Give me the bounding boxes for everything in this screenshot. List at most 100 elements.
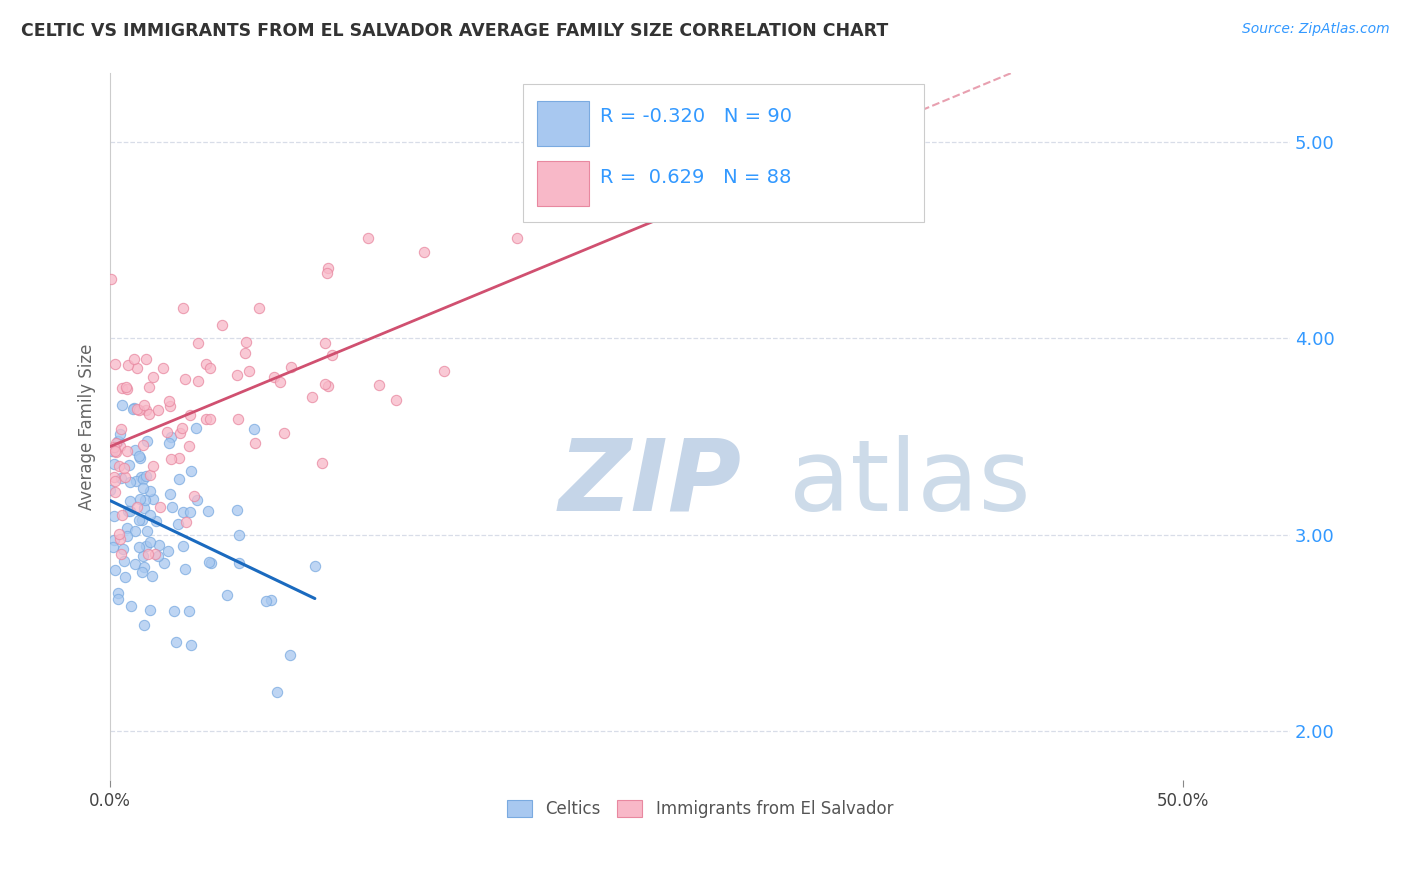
Point — [172, 539, 194, 553]
Point — [104, 563, 127, 577]
Point — [235, 345, 257, 359]
Text: CELTIC VS IMMIGRANTS FROM EL SALVADOR AVERAGE FAMILY SIZE CORRELATION CHART: CELTIC VS IMMIGRANTS FROM EL SALVADOR AV… — [21, 22, 889, 40]
Point — [177, 439, 200, 453]
Point — [122, 401, 145, 415]
Point — [107, 586, 129, 600]
Point — [100, 271, 122, 285]
Point — [311, 456, 333, 470]
Point — [179, 506, 201, 520]
Point — [107, 591, 129, 606]
Point — [118, 475, 141, 489]
Text: atlas: atlas — [789, 434, 1031, 532]
Point — [159, 435, 181, 450]
Point — [167, 517, 190, 532]
Point — [179, 409, 201, 423]
Point — [156, 425, 179, 440]
Point — [112, 461, 135, 475]
Point — [128, 403, 150, 417]
Point — [173, 562, 195, 576]
Point — [433, 364, 456, 378]
Text: R =  0.629   N = 88: R = 0.629 N = 88 — [600, 169, 792, 187]
Point — [263, 370, 285, 384]
Text: Source: ZipAtlas.com: Source: ZipAtlas.com — [1241, 22, 1389, 37]
Point — [139, 483, 162, 498]
Point — [118, 503, 141, 517]
Point — [139, 467, 162, 482]
Point — [110, 422, 132, 436]
Point — [103, 470, 125, 484]
FancyBboxPatch shape — [523, 84, 924, 221]
Point — [131, 513, 153, 527]
Point — [198, 412, 221, 426]
Point — [316, 261, 339, 276]
Point — [186, 493, 208, 508]
Point — [198, 555, 221, 569]
Point — [124, 524, 146, 538]
Point — [121, 402, 143, 417]
Point — [235, 335, 257, 350]
Point — [132, 618, 155, 632]
Point — [142, 459, 165, 474]
Point — [180, 638, 202, 652]
Point — [280, 360, 302, 375]
Point — [141, 569, 163, 583]
Point — [187, 336, 209, 351]
Point — [131, 566, 153, 580]
Point — [269, 376, 291, 390]
Point — [413, 245, 436, 260]
Point — [138, 407, 160, 421]
Point — [104, 485, 127, 500]
Point — [100, 444, 122, 458]
Point — [153, 556, 176, 570]
Point — [321, 348, 343, 362]
Point — [135, 539, 157, 553]
Point — [124, 442, 146, 457]
Point — [110, 471, 132, 485]
Point — [108, 458, 131, 473]
Point — [132, 500, 155, 515]
Point — [115, 521, 138, 535]
Point — [142, 369, 165, 384]
Point — [120, 599, 142, 613]
Point — [177, 604, 200, 618]
Point — [160, 430, 183, 444]
Point — [117, 529, 139, 543]
Point — [157, 394, 180, 409]
Point — [789, 181, 811, 195]
Point — [114, 569, 136, 583]
Point — [114, 380, 136, 394]
Point — [104, 474, 127, 488]
Point — [139, 534, 162, 549]
Point — [170, 421, 193, 435]
FancyBboxPatch shape — [537, 161, 589, 206]
Point — [167, 451, 190, 466]
Point — [194, 411, 217, 425]
FancyBboxPatch shape — [537, 101, 589, 145]
Point — [172, 505, 194, 519]
Point — [148, 549, 170, 563]
Point — [367, 377, 389, 392]
Point — [111, 381, 134, 395]
Point — [132, 482, 155, 496]
Point — [160, 452, 183, 467]
Point — [228, 556, 250, 570]
Point — [98, 483, 121, 498]
Point — [148, 538, 170, 552]
Point — [104, 444, 127, 458]
Point — [139, 603, 162, 617]
Point — [245, 436, 267, 450]
Point — [136, 524, 159, 538]
Point — [138, 380, 160, 394]
Point — [115, 443, 138, 458]
Point — [104, 357, 127, 371]
Point — [200, 556, 222, 570]
Point — [112, 541, 135, 556]
Point — [145, 514, 167, 528]
Point — [103, 533, 125, 548]
Point — [211, 318, 233, 332]
Text: R = -0.320   N = 90: R = -0.320 N = 90 — [600, 107, 792, 126]
Point — [165, 634, 187, 648]
Point — [129, 470, 152, 484]
Point — [314, 377, 336, 392]
Point — [226, 412, 249, 426]
